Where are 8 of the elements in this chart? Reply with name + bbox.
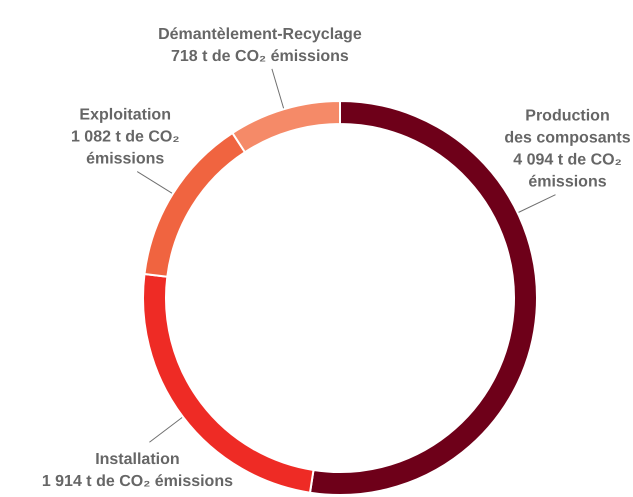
data-label: 1 082 t de CO₂ émissions <box>70 128 180 168</box>
data-label: 718 t de CO₂ émissions <box>170 48 349 65</box>
slice-label: Exploitation <box>79 106 171 124</box>
slice-label: Installation <box>95 451 180 468</box>
data-label: 1 914 t de CO₂ émissions <box>42 473 234 490</box>
slice-label: Production des composants <box>504 108 631 147</box>
data-label: 4 094 t de CO₂ émissions <box>513 152 622 191</box>
slice-label: Démantèlement-Recyclage <box>158 26 362 43</box>
